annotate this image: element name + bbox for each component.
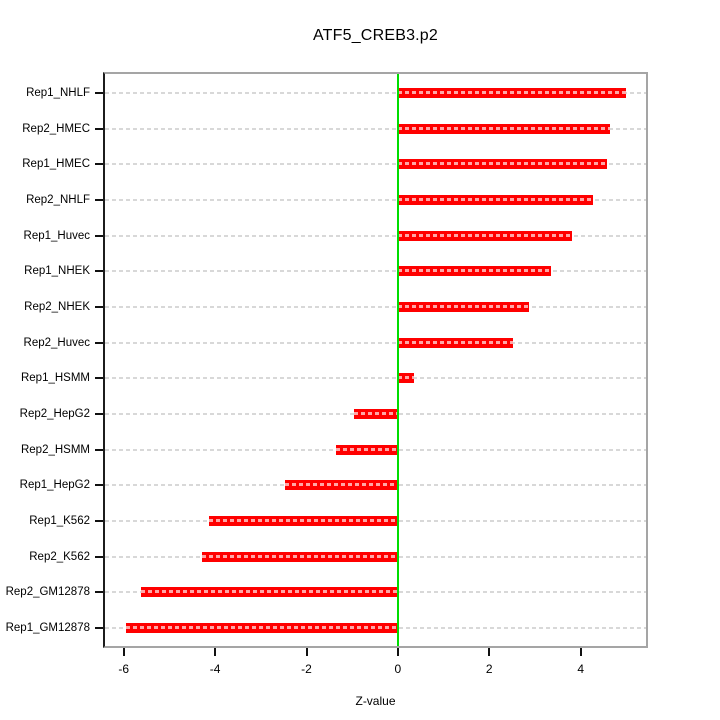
bar-dash-pattern bbox=[125, 626, 398, 630]
y-axis-label: Rep1_HMEC bbox=[22, 158, 90, 171]
bar bbox=[209, 516, 398, 527]
bar-dash-pattern bbox=[397, 126, 611, 130]
y-axis-tick bbox=[95, 413, 103, 416]
bar bbox=[140, 587, 398, 598]
bar bbox=[336, 444, 398, 455]
y-axis-label: Rep1_K562 bbox=[29, 515, 90, 528]
chart-title: ATF5_CREB3.p2 bbox=[312, 27, 439, 44]
y-axis-label: Rep2_K562 bbox=[29, 550, 90, 563]
y-axis-tick bbox=[95, 627, 103, 630]
gridline bbox=[105, 341, 646, 344]
y-axis-tick bbox=[95, 306, 103, 309]
gridline bbox=[105, 270, 646, 273]
gridline bbox=[105, 92, 646, 94]
bar-dash-pattern bbox=[397, 198, 593, 201]
y-axis-label: Rep2_Huvec bbox=[23, 336, 90, 349]
y-axis-label: Rep2_NHLF bbox=[26, 194, 90, 206]
x-tick-label: -2 bbox=[301, 662, 312, 676]
y-axis-tick bbox=[95, 591, 103, 594]
bar bbox=[285, 480, 398, 491]
bar-dash-pattern bbox=[397, 233, 572, 237]
bar-dash-pattern bbox=[354, 412, 398, 416]
y-axis-tick bbox=[95, 127, 103, 130]
y-axis-tick bbox=[95, 555, 103, 558]
bar-dash-pattern bbox=[202, 554, 398, 558]
y-axis-tick bbox=[95, 377, 103, 380]
x-tick-label: 2 bbox=[485, 662, 493, 676]
y-axis-label: Rep2_NHEK bbox=[24, 301, 90, 314]
bar bbox=[397, 195, 593, 205]
gridline bbox=[105, 199, 646, 201]
y-axis-tick bbox=[95, 199, 103, 201]
bar bbox=[202, 551, 398, 562]
x-axis-title: Z-value bbox=[355, 694, 396, 708]
y-axis-tick bbox=[95, 92, 103, 94]
x-axis-tick bbox=[488, 648, 491, 656]
plot-area bbox=[95, 72, 648, 656]
y-axis-tick bbox=[95, 163, 103, 166]
bar bbox=[354, 409, 398, 420]
bar-dash-pattern bbox=[285, 483, 398, 487]
y-axis-label: Rep1_NHLF bbox=[26, 87, 90, 99]
x-tick-label: -6 bbox=[118, 662, 130, 676]
bar bbox=[397, 159, 607, 170]
y-axis-tick bbox=[95, 484, 103, 487]
x-axis-tick bbox=[579, 648, 582, 656]
y-axis-label: Rep2_GM12878 bbox=[5, 586, 90, 599]
x-tick-label: 0 bbox=[394, 662, 402, 676]
bar bbox=[397, 302, 529, 313]
y-axis-label: Rep1_HepG2 bbox=[19, 479, 90, 492]
gridline bbox=[105, 234, 646, 237]
y-axis-label: Rep2_HMEC bbox=[22, 122, 90, 135]
bar-dash-pattern bbox=[397, 91, 627, 94]
bar-dash-pattern bbox=[336, 447, 398, 451]
y-axis-label: Rep1_NHEK bbox=[24, 265, 90, 278]
bar bbox=[397, 266, 551, 277]
bar-dash-pattern bbox=[397, 340, 514, 344]
bar bbox=[125, 623, 398, 634]
gridline bbox=[105, 306, 646, 309]
bar bbox=[397, 337, 514, 348]
y-axis-tick bbox=[95, 520, 103, 523]
bar bbox=[397, 123, 611, 134]
y-axis-tick bbox=[95, 234, 103, 237]
zero-line bbox=[396, 74, 399, 646]
x-axis-tick bbox=[305, 648, 308, 656]
y-axis-tick bbox=[95, 448, 103, 451]
bar bbox=[397, 230, 572, 241]
bar bbox=[397, 88, 627, 98]
gridline bbox=[105, 163, 646, 166]
y-axis-tick bbox=[95, 341, 103, 344]
x-tick-label: -4 bbox=[209, 662, 221, 676]
y-axis-label: Rep1_Huvec bbox=[23, 229, 90, 242]
x-tick-label: 4 bbox=[577, 662, 584, 676]
x-axis-tick bbox=[214, 648, 217, 656]
x-axis-tick bbox=[122, 648, 125, 656]
y-axis-label: Rep1_GM12878 bbox=[5, 622, 90, 635]
gridline bbox=[105, 127, 646, 130]
bar-dash-pattern bbox=[397, 269, 551, 273]
y-axis-label: Rep2_HepG2 bbox=[19, 408, 90, 421]
bar-dash-pattern bbox=[140, 590, 398, 594]
bar-dash-pattern bbox=[397, 305, 529, 309]
gridline bbox=[105, 377, 646, 380]
y-axis-label: Rep1_HSMM bbox=[20, 372, 90, 385]
bar-dash-pattern bbox=[397, 162, 607, 166]
y-axis-tick bbox=[95, 270, 103, 273]
x-axis-tick bbox=[396, 648, 399, 656]
bar-dash-pattern bbox=[397, 376, 414, 380]
bar-dash-pattern bbox=[209, 519, 398, 523]
bar bbox=[397, 373, 414, 384]
y-axis-label: Rep2_HSMM bbox=[20, 443, 90, 456]
